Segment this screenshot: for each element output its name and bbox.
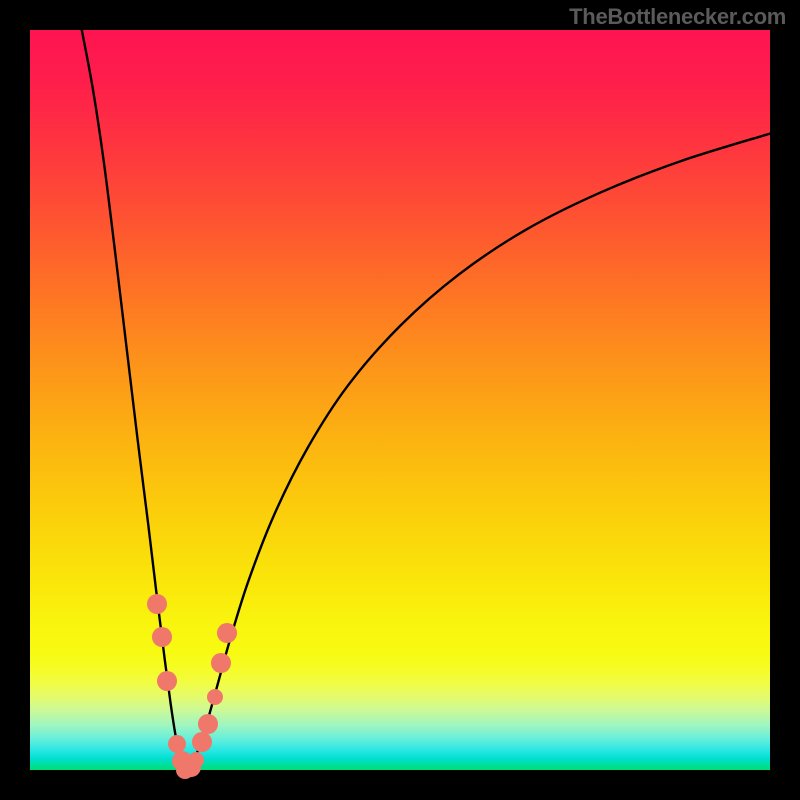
data-point xyxy=(217,623,237,643)
data-point xyxy=(211,653,231,673)
data-point xyxy=(157,671,177,691)
data-point xyxy=(147,594,167,614)
plot-area xyxy=(30,30,770,770)
data-point xyxy=(207,689,223,705)
dots-layer xyxy=(30,30,770,770)
data-point xyxy=(198,714,218,734)
figure-root: TheBottlenecker.com xyxy=(0,0,800,800)
data-point xyxy=(192,732,212,752)
data-point xyxy=(188,752,204,768)
data-point xyxy=(152,627,172,647)
watermark-text: TheBottlenecker.com xyxy=(569,4,786,30)
